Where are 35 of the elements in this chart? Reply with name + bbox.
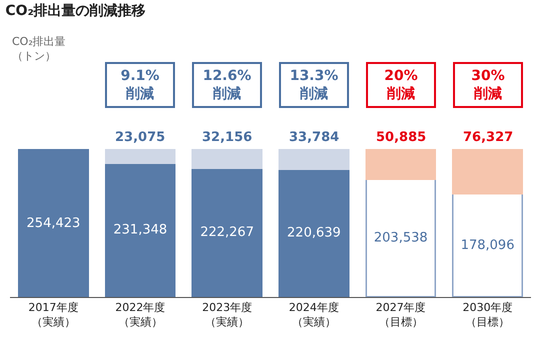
bar bbox=[278, 148, 350, 170]
bar bbox=[365, 148, 436, 180]
data-label: 32,156 bbox=[202, 130, 252, 145]
chart-title: CO₂排出量の削減推移 bbox=[5, 2, 146, 19]
data-label: 222,267 bbox=[200, 225, 254, 240]
bar bbox=[104, 162, 176, 297]
data-label: 231,348 bbox=[113, 222, 168, 238]
data-label: 254,423 bbox=[26, 216, 80, 231]
text: 9.1%削減 bbox=[120, 68, 160, 102]
bar bbox=[278, 168, 350, 297]
bar bbox=[18, 148, 89, 297]
x-tick-label: 2023年度（実績） bbox=[202, 301, 252, 328]
x-tick-label: 2024年度（実績） bbox=[288, 301, 339, 328]
data-label: 178,096 bbox=[460, 238, 514, 253]
data-label: 23,075 bbox=[115, 130, 166, 145]
data-label: 220,639 bbox=[287, 226, 341, 241]
x-tick-label: 2022年度（実績） bbox=[115, 301, 166, 328]
bar bbox=[104, 148, 176, 164]
bar bbox=[452, 193, 524, 297]
x-tick-label: 2030年度（目標） bbox=[462, 301, 513, 328]
bar bbox=[365, 178, 436, 297]
data-label: 50,885 bbox=[376, 130, 426, 145]
x-tick-label: 2017年度（実績） bbox=[28, 301, 78, 328]
x-tick-label: 2027年度（目標） bbox=[376, 301, 426, 328]
text: 30%削減 bbox=[471, 68, 505, 102]
data-label: 33,784 bbox=[289, 130, 340, 145]
bar bbox=[192, 148, 263, 170]
text: 20%削減 bbox=[384, 68, 418, 102]
text: 13.3%削減 bbox=[290, 68, 338, 102]
bar bbox=[192, 168, 263, 297]
text: CO₂排出量（トン） bbox=[12, 35, 66, 62]
bar bbox=[452, 148, 524, 195]
text: 12.6%削減 bbox=[202, 68, 252, 102]
data-label: 76,327 bbox=[463, 130, 514, 145]
data-label: 203,538 bbox=[374, 230, 428, 246]
